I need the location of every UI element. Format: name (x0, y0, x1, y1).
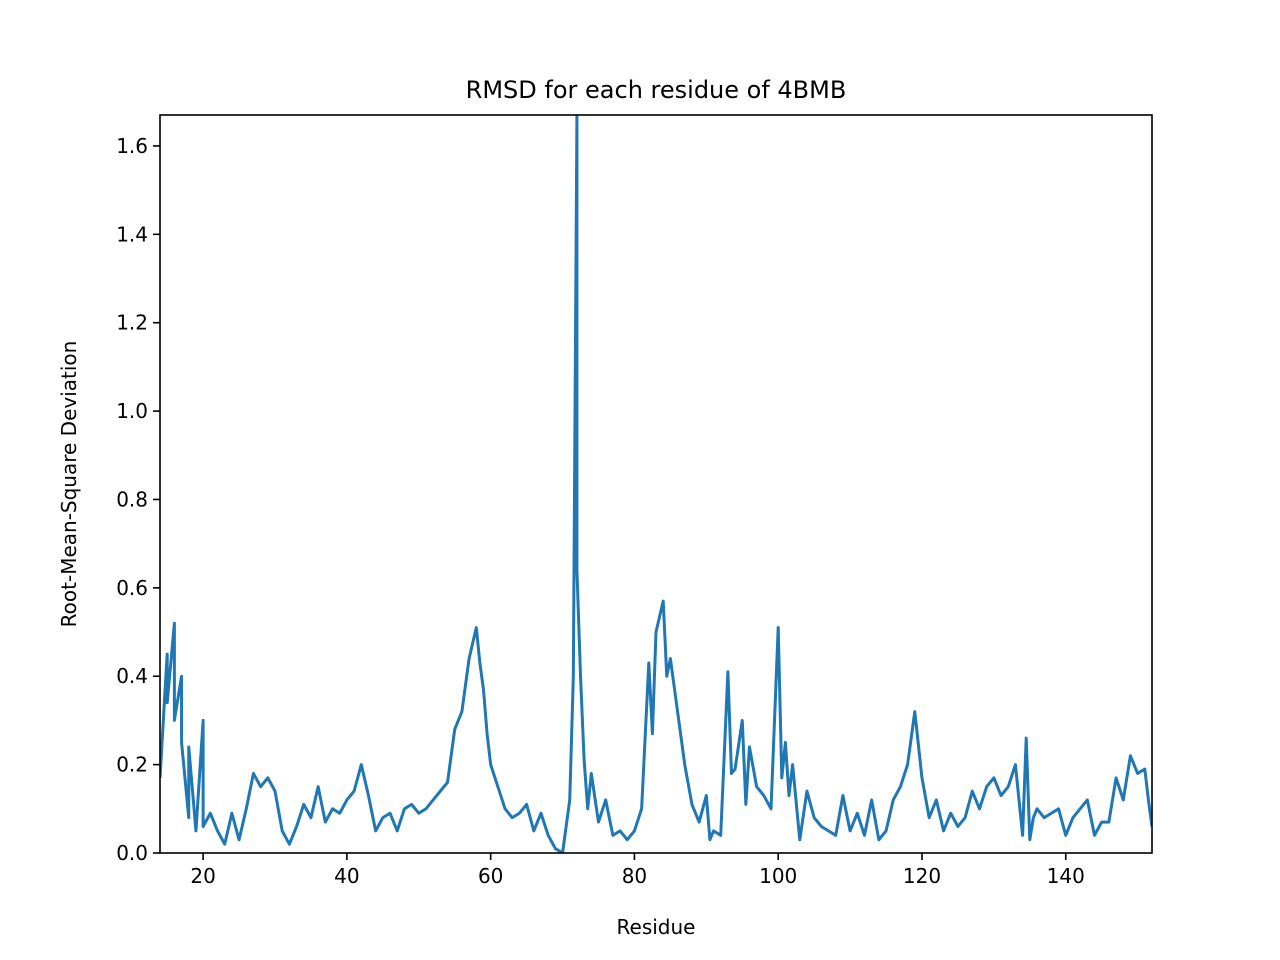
y-tick-label: 0.8 (116, 487, 148, 511)
x-axis-label: Residue (617, 915, 696, 939)
x-tick-label: 100 (759, 864, 797, 888)
chart-title: RMSD for each residue of 4BMB (466, 76, 847, 104)
x-tick-label: 40 (334, 864, 359, 888)
x-tick-label: 20 (190, 864, 215, 888)
plot-frame (159, 114, 1153, 854)
y-tick-label: 1.0 (116, 399, 148, 423)
x-tick-label: 60 (478, 864, 503, 888)
x-tick-label: 140 (1047, 864, 1085, 888)
y-tick-label: 0.6 (116, 576, 148, 600)
data-line (160, 115, 1152, 853)
y-tick-label: 1.4 (116, 222, 148, 246)
y-tick-label: 0.4 (116, 664, 148, 688)
x-tick-label: 80 (622, 864, 647, 888)
y-tick-label: 0.2 (116, 753, 148, 777)
y-tick-label: 0.0 (116, 841, 148, 865)
y-tick-label: 1.6 (116, 134, 148, 158)
x-tick-label: 120 (903, 864, 941, 888)
y-tick-label: 1.2 (116, 311, 148, 335)
y-axis-label: Root-Mean-Square Deviation (57, 341, 81, 628)
